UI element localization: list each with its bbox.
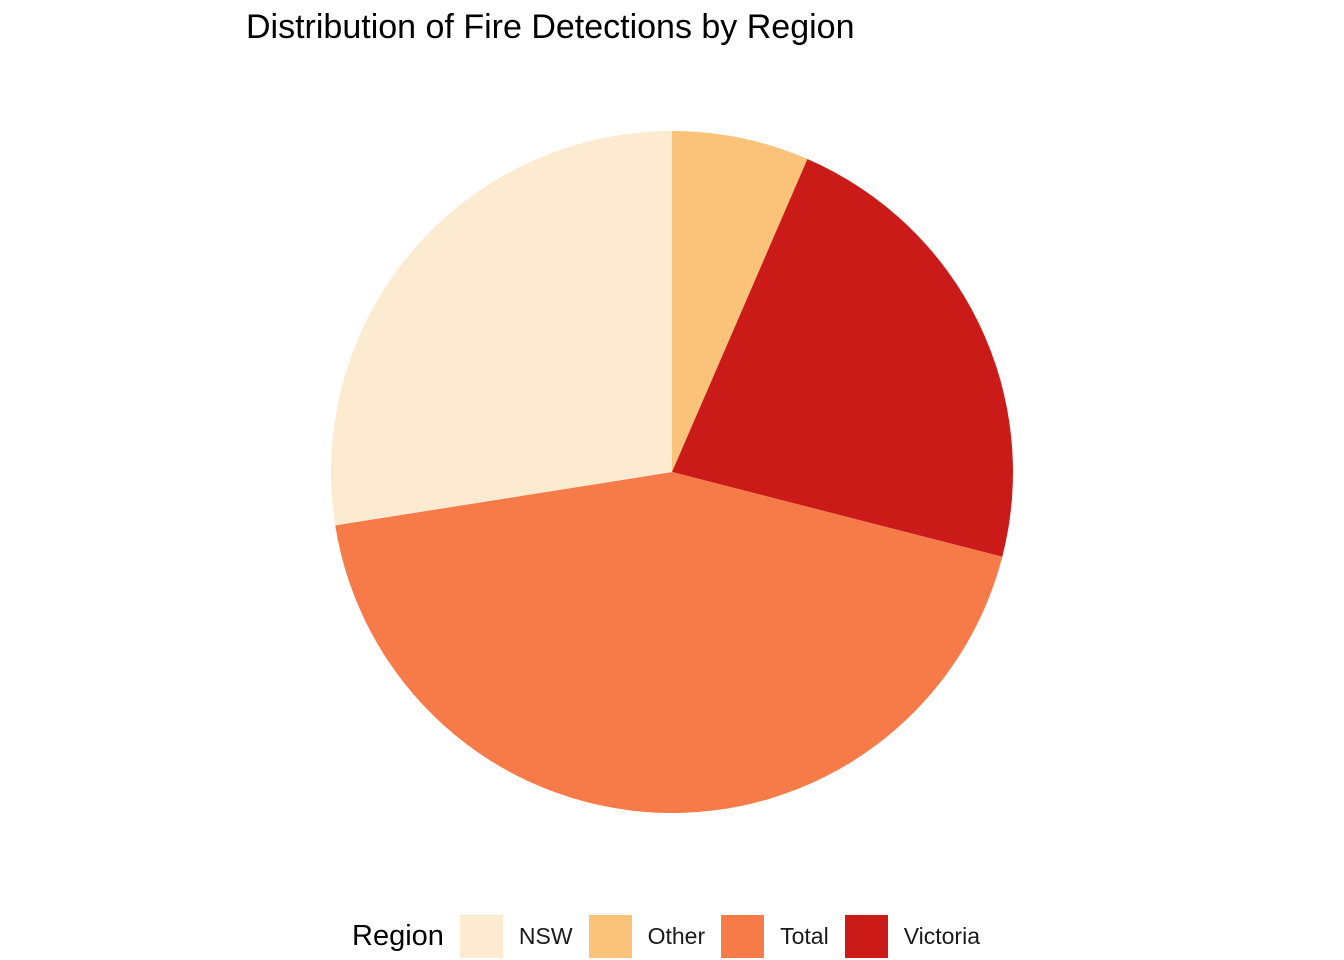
legend-label-victoria: Victoria	[903, 923, 980, 949]
pie-slice-nsw	[331, 131, 672, 526]
legend-swatch-nsw	[459, 915, 503, 958]
legend-swatch-total	[721, 915, 765, 958]
pie-slice-total	[335, 472, 1003, 813]
legend-item-total: Total	[721, 915, 829, 958]
legend-item-nsw: NSW	[459, 915, 573, 958]
chart-title: Distribution of Fire Detections by Regio…	[246, 8, 855, 46]
legend-swatch-other	[588, 915, 632, 958]
pie-slice-other	[672, 131, 808, 472]
legend-label-total: Total	[780, 923, 829, 949]
legend-label-other: Other	[647, 923, 706, 949]
legend-title: Region	[352, 920, 444, 952]
pie-slice-victoria	[672, 159, 1014, 557]
legend-swatch-victoria	[844, 915, 888, 958]
legend-item-other: Other	[588, 915, 706, 958]
legend-label-nsw: NSW	[518, 923, 573, 949]
legend: Region NSW Other Total Victoria	[352, 915, 996, 958]
legend-item-victoria: Victoria	[844, 915, 980, 958]
